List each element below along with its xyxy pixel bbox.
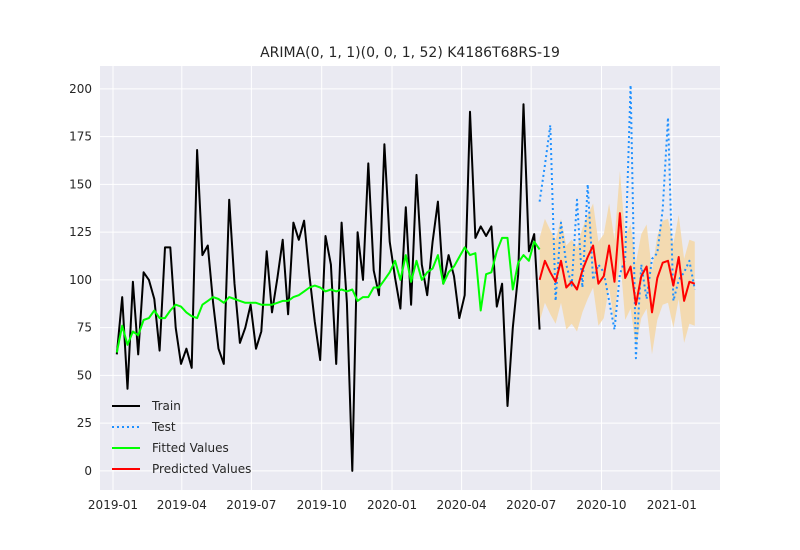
legend-label: Train xyxy=(151,399,181,413)
test-line xyxy=(538,84,696,360)
chart-title: ARIMA(0, 1, 1)(0, 0, 1, 52) K4186T68RS-1… xyxy=(260,45,560,61)
legend-label: Test xyxy=(151,420,176,434)
y-tick-label: 75 xyxy=(77,321,92,335)
x-tick-label: 2021-01 xyxy=(647,498,697,512)
x-tick-label: 2019-07 xyxy=(226,498,276,512)
fitted-line xyxy=(115,236,541,353)
predicted-line xyxy=(538,212,696,314)
y-tick-label: 100 xyxy=(69,273,92,287)
x-tick-label: 2019-04 xyxy=(157,498,207,512)
y-tick-label: 125 xyxy=(69,225,92,239)
train-line xyxy=(115,103,541,472)
x-tick-label: 2019-01 xyxy=(88,498,138,512)
series-lines xyxy=(115,84,696,472)
legend: Train Test Fitted Values Predicted Values xyxy=(112,399,251,476)
legend-label: Predicted Values xyxy=(152,462,251,476)
y-tick-label: 50 xyxy=(77,368,92,382)
x-tick-label: 2020-07 xyxy=(506,498,556,512)
prediction-interval-band xyxy=(539,171,695,355)
legend-label: Fitted Values xyxy=(152,441,229,455)
confidence-interval xyxy=(539,171,695,355)
y-tick-label: 0 xyxy=(84,464,92,478)
x-tick-label: 2020-10 xyxy=(576,498,626,512)
y-tick-label: 150 xyxy=(69,177,92,191)
tick-labels: 0 25 50 75 100 125 150 175 200 2019-01 2019-04 2019… xyxy=(69,82,697,512)
x-tick-label: 2019-10 xyxy=(297,498,347,512)
x-tick-label: 2020-04 xyxy=(437,498,487,512)
y-tick-label: 25 xyxy=(77,416,92,430)
y-tick-label: 175 xyxy=(69,130,92,144)
grid xyxy=(100,66,720,490)
y-tick-label: 200 xyxy=(69,82,92,96)
x-tick-label: 2020-01 xyxy=(367,498,417,512)
